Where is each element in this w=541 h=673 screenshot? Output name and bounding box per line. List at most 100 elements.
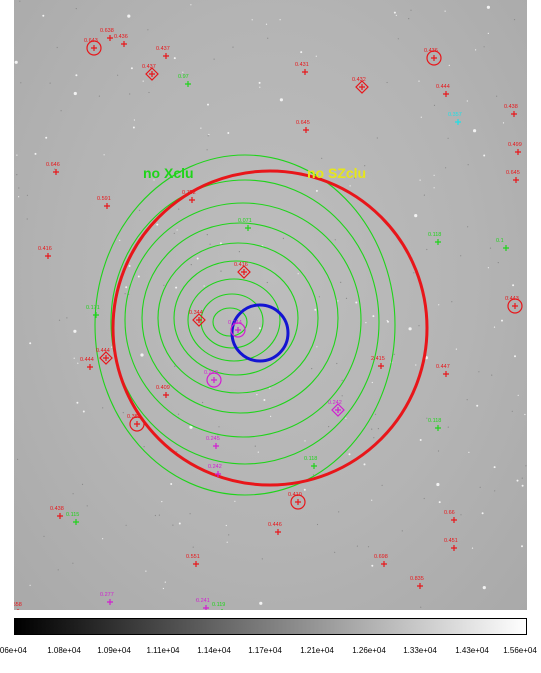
star-dot [374, 413, 377, 415]
cross-marker [107, 35, 113, 41]
star-dot [497, 262, 499, 264]
cross-marker [93, 312, 99, 318]
star-dot [393, 11, 396, 14]
star-dot [418, 325, 420, 327]
star-dot [460, 514, 462, 516]
star-dot [56, 46, 58, 49]
star-dot [315, 189, 318, 192]
star-dot [173, 232, 175, 234]
star-dot [436, 482, 440, 487]
cross-marker [103, 355, 109, 361]
star-dot [493, 466, 496, 469]
star-dot [524, 413, 526, 416]
star-dot [410, 9, 412, 11]
no-xclu-label: no Xclu [143, 165, 194, 181]
star-dot [521, 477, 523, 479]
source-label: 0.698 [374, 554, 388, 560]
star-dot [269, 387, 271, 389]
circle-marker [290, 494, 306, 510]
source-marker: 0.383 [127, 414, 145, 432]
star-dot [337, 300, 339, 302]
star-dot [226, 541, 228, 543]
source-marker: 0.444 [80, 357, 94, 370]
source-label: 0.244 [228, 320, 242, 326]
star-dot [254, 445, 256, 447]
source-label: 0.1 [496, 238, 504, 244]
star-dot [130, 67, 133, 70]
star-dot [57, 569, 59, 571]
star-dot [521, 545, 523, 548]
star-dot [154, 514, 156, 517]
source-label: 0.409 [156, 385, 170, 391]
cross-marker [511, 111, 517, 117]
source-marker: 0.698 [374, 554, 388, 567]
star-dot [73, 329, 77, 333]
star-dot [265, 23, 268, 25]
source-label: 0.551 [186, 554, 200, 560]
star-dot [176, 451, 178, 453]
source-label: 0.645 [506, 170, 520, 176]
cross-marker [91, 45, 97, 51]
star-dot [207, 103, 209, 106]
star-dot [259, 601, 263, 605]
star-dot [142, 80, 144, 82]
star-dot [328, 426, 330, 428]
star-dot [66, 317, 68, 319]
star-dot [475, 49, 477, 51]
star-dot [178, 208, 180, 210]
star-dot [77, 362, 79, 364]
star-dot [315, 55, 317, 57]
star-dot [54, 168, 56, 170]
star-dot [353, 177, 356, 179]
source-label: 0.243 [204, 370, 218, 376]
cross-marker [213, 443, 219, 449]
star-dot [517, 394, 519, 396]
star-dot [60, 110, 62, 112]
source-marker: 0.115 [66, 512, 79, 525]
star-dot [49, 82, 51, 84]
colorbar [14, 618, 527, 635]
star-dot [189, 513, 191, 515]
cross-marker [149, 71, 155, 77]
star-dot [455, 348, 457, 350]
star-dot [395, 14, 397, 16]
circle-marker [507, 298, 523, 314]
star-dot [225, 524, 227, 527]
star-dot [487, 267, 489, 269]
star-dot [263, 399, 266, 401]
source-label: 0.645 [296, 120, 310, 126]
source-marker: 0.437 [156, 46, 170, 59]
source-marker: 0.436 [114, 34, 128, 47]
star-dot [18, 187, 20, 189]
source-marker: 0.645 [296, 120, 310, 133]
star-dot [433, 104, 436, 106]
star-dot [20, 82, 22, 84]
colorbar-tick: 1.43e+04 [455, 646, 489, 655]
source-label: 0.115 [66, 512, 79, 518]
star-dot [132, 126, 135, 129]
colorbar-ticks: 1.06e+04 1.08e+04 1.09e+04 1.11e+04 1.14… [0, 646, 541, 660]
source-marker: 0.432 [352, 77, 369, 94]
source-marker: 0.416 [38, 246, 52, 259]
large-red-circle [111, 169, 429, 487]
star-dot [437, 450, 440, 452]
star-dot [336, 362, 338, 365]
star-dot [364, 165, 366, 167]
source-marker: 0.451 [444, 538, 458, 551]
contour-9 [212, 307, 248, 337]
star-dot [312, 474, 315, 476]
source-label: 0.277 [100, 592, 114, 598]
star-dot [175, 286, 178, 289]
star-dot [196, 257, 199, 260]
source-marker: 0.244 [228, 320, 246, 338]
source-marker: 0.241 [196, 598, 210, 610]
star-dot [270, 415, 272, 417]
source-label: 0.118 [428, 232, 441, 238]
star-dot [481, 512, 484, 515]
source-marker: 0.410 [288, 492, 306, 510]
star-dot [376, 137, 378, 139]
source-marker: 0.638 [100, 28, 114, 41]
source-label: 2.415 [371, 356, 385, 362]
source-label: 0.416 [38, 246, 52, 252]
star-dot [111, 346, 113, 348]
